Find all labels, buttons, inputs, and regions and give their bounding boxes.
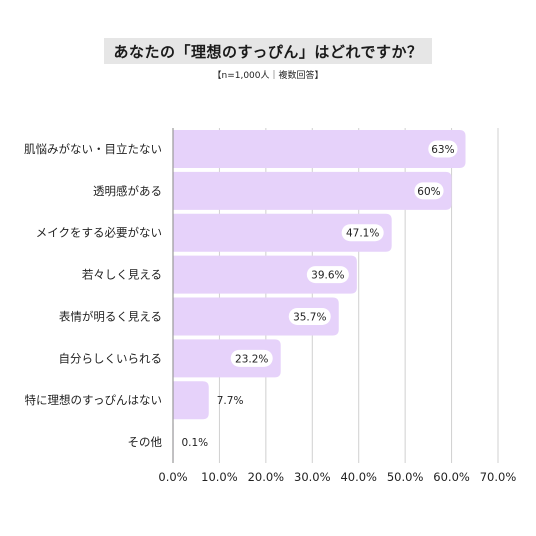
x-tick-label: 30.0% xyxy=(294,470,331,484)
value-label: 35.7% xyxy=(293,311,326,323)
category-label: 自分らしくいられる xyxy=(59,351,163,365)
category-label: メイクをする必要がない xyxy=(36,226,162,240)
value-label-badge xyxy=(428,140,458,158)
chart-subtitle: 【n=1,000人｜複数回答】 xyxy=(212,71,324,81)
value-label: 23.2% xyxy=(235,353,268,365)
bar xyxy=(173,213,392,252)
category-label: 透明感がある xyxy=(93,184,162,198)
value-label-badge xyxy=(341,224,384,242)
chart-header: あなたの「理想のすっぴん」はどれですか？ 【n=1,000人｜複数回答】 xyxy=(0,38,536,81)
x-tick-label: 10.0% xyxy=(201,470,238,484)
bar xyxy=(173,129,466,168)
x-tick-label: 70.0% xyxy=(480,470,517,484)
x-tick-label: 20.0% xyxy=(248,470,285,484)
category-label: 特に理想のすっぴんはない xyxy=(24,393,162,407)
bar xyxy=(173,255,357,294)
value-label: 0.1% xyxy=(181,437,208,449)
x-tick-label: 0.0% xyxy=(158,470,187,484)
value-label-badge xyxy=(414,182,444,200)
value-label-badge xyxy=(230,349,273,367)
category-label: 表情が明るく見える xyxy=(59,309,162,323)
value-label-badge xyxy=(288,307,331,325)
chart-title: あなたの「理想のすっぴん」はどれですか？ xyxy=(103,38,433,64)
bar xyxy=(173,297,339,336)
category-label: その他 xyxy=(128,435,163,449)
value-label: 63% xyxy=(431,144,454,156)
category-label: 若々しく見える xyxy=(82,268,162,282)
value-label: 47.1% xyxy=(346,228,379,240)
x-tick-label: 40.0% xyxy=(340,470,377,484)
bar xyxy=(173,339,281,378)
category-label: 肌悩みがない・目立たない xyxy=(24,142,162,156)
value-label: 39.6% xyxy=(311,270,344,282)
bar xyxy=(173,171,452,210)
x-tick-label: 60.0% xyxy=(433,470,470,484)
x-tick-label: 50.0% xyxy=(387,470,424,484)
value-label: 7.7% xyxy=(217,395,244,407)
bar xyxy=(173,381,209,420)
value-label: 60% xyxy=(417,186,440,198)
value-label-badge xyxy=(306,266,349,284)
